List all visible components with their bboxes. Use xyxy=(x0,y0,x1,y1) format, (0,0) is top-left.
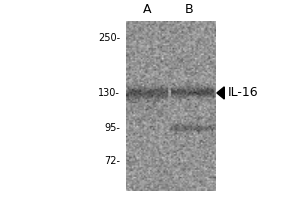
Text: A: A xyxy=(143,3,151,16)
Text: B: B xyxy=(184,3,193,16)
Text: 95-: 95- xyxy=(104,123,120,133)
Text: 130-: 130- xyxy=(98,88,120,98)
Text: 72-: 72- xyxy=(104,156,120,166)
Text: IL-16: IL-16 xyxy=(227,86,258,99)
Text: 250-: 250- xyxy=(98,33,120,43)
Polygon shape xyxy=(217,87,224,99)
